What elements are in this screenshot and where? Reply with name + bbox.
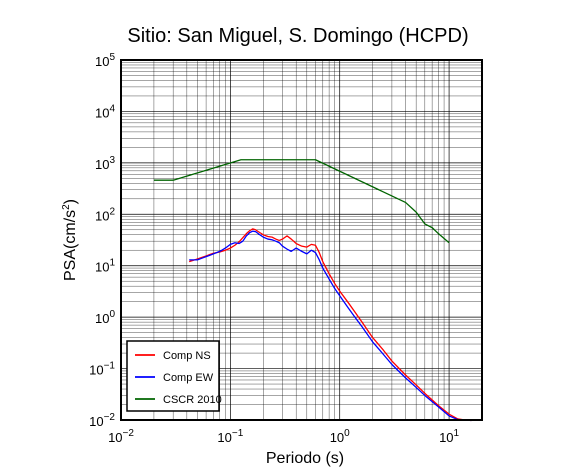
series-line-1	[189, 230, 472, 422]
chart-title: Sitio: San Miguel, S. Domingo (HCPD)	[127, 25, 468, 47]
y-axis-label-sup: 2	[61, 204, 72, 210]
y-tick-label: 103	[95, 155, 115, 172]
x-tick-label: 10−2	[108, 428, 134, 445]
y-tick-label: 10−2	[89, 412, 115, 429]
series-line-0	[188, 228, 472, 422]
legend-label-0: Comp NS	[163, 350, 211, 362]
legend-label-2: CSCR 2010	[163, 394, 222, 406]
y-tick-label: 100	[95, 309, 115, 326]
y-tick-label: 102	[95, 206, 115, 223]
y-axis-label-main: PSA(cm/s	[62, 210, 79, 281]
tick-labels: 10−2 10−1 100 101 10−2 10−1 100 101 102 103 104 105	[89, 52, 459, 445]
series-lines	[153, 159, 472, 422]
x-axis-label: Periodo (s)	[266, 450, 344, 467]
series-line-2	[153, 159, 450, 244]
y-axis-label-end: )	[62, 199, 79, 204]
y-tick-label: 104	[95, 103, 115, 120]
x-tick-label: 10−1	[217, 428, 243, 445]
y-tick-label: 105	[95, 52, 115, 69]
y-tick-label: 101	[95, 258, 115, 275]
y-tick-label: 10−1	[89, 361, 115, 378]
y-axis-label: PSA(cm/s2)	[61, 199, 79, 281]
legend: Comp NS Comp EW CSCR 2010	[126, 340, 222, 412]
grid-lines	[120, 59, 483, 421]
legend-label-1: Comp EW	[163, 372, 214, 384]
x-tick-label: 101	[439, 428, 459, 445]
plot-frame	[120, 59, 483, 421]
x-tick-label: 100	[330, 428, 350, 445]
